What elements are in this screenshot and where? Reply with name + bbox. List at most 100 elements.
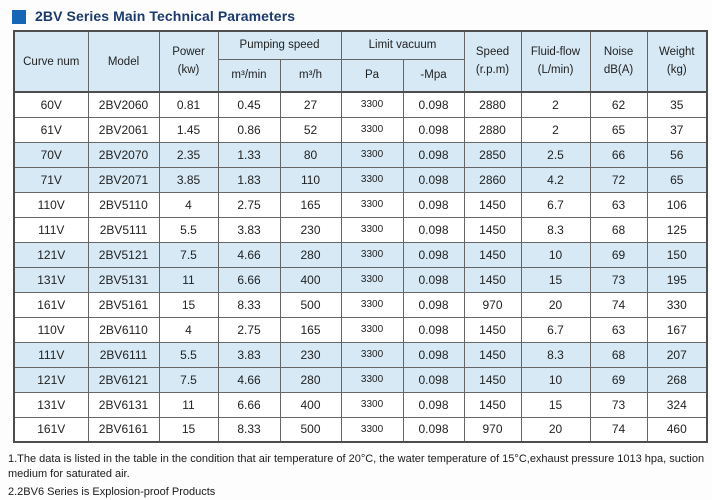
cell-fluid-flow: 20 — [520, 291, 591, 318]
cell-weight: 150 — [646, 241, 708, 268]
col-header-limit-vacuum: Limit vacuum — [340, 30, 465, 60]
cell-m3-h: 400 — [279, 391, 342, 418]
col-header-power-label: Power — [172, 45, 205, 58]
table-header: Curve num Model Power (kw) Pumping speed… — [13, 30, 708, 93]
col-header-pa: Pa — [340, 58, 404, 93]
cell-power: 3.85 — [158, 166, 219, 193]
cell-m3-min: 0.45 — [217, 91, 281, 118]
cell-model: 2BV5121 — [87, 241, 160, 268]
cell-m3-h: 230 — [279, 216, 342, 243]
cell-m3-h: 80 — [279, 141, 342, 168]
cell-fluid-flow: 2 — [520, 116, 591, 143]
cell-weight: 330 — [646, 291, 708, 318]
table-row: 111V 2BV6111 5.5 3.83 230 3300 0.098 1450 8.3 68 2… — [13, 341, 708, 368]
cell-power: 5.5 — [158, 341, 219, 368]
cell-speed: 2880 — [463, 116, 522, 143]
cell-m3-min: 6.66 — [217, 391, 281, 418]
cell-weight: 56 — [646, 141, 708, 168]
cell-mpa: 0.098 — [402, 291, 465, 318]
cell-pa: 3300 — [340, 341, 404, 368]
footnote-1: 1.The data is listed in the table in the… — [8, 453, 705, 481]
cell-speed: 1450 — [463, 191, 522, 218]
cell-curve-num: 60V — [13, 91, 89, 118]
cell-m3-h: 400 — [279, 266, 342, 293]
cell-fluid-flow: 8.3 — [520, 341, 591, 368]
cell-fluid-flow: 10 — [520, 241, 591, 268]
cell-weight: 207 — [646, 341, 708, 368]
col-header-m3-h: m³/h — [279, 58, 342, 93]
cell-fluid-flow: 6.7 — [520, 191, 591, 218]
cell-noise: 62 — [589, 91, 648, 118]
cell-fluid-flow: 15 — [520, 266, 591, 293]
table-row: 71V 2BV2071 3.85 1.83 110 3300 0.098 2860 4.2 72 6… — [13, 166, 708, 193]
cell-m3-min: 6.66 — [217, 266, 281, 293]
parameters-table: Curve num Model Power (kw) Pumping speed… — [13, 30, 709, 443]
cell-pa: 3300 — [340, 266, 404, 293]
cell-curve-num: 121V — [13, 366, 89, 393]
table-row: 70V 2BV2070 2.35 1.33 80 3300 0.098 2850 2.5 66 56 — [13, 141, 708, 168]
cell-power: 7.5 — [158, 366, 219, 393]
cell-pa: 3300 — [340, 416, 404, 443]
cell-fluid-flow: 8.3 — [520, 216, 591, 243]
page-title: 2BV Series Main Technical Parameters — [35, 8, 296, 24]
cell-m3-h: 27 — [279, 91, 342, 118]
col-header-speed: Speed (r.p.m) — [463, 30, 522, 93]
table-row: 131V 2BV6131 11 6.66 400 3300 0.098 1450 15 73 324 — [13, 391, 708, 418]
cell-curve-num: 111V — [13, 216, 89, 243]
cell-pa: 3300 — [340, 116, 404, 143]
cell-power: 2.35 — [158, 141, 219, 168]
col-header-noise-unit: dB(A) — [603, 63, 634, 76]
cell-fluid-flow: 4.2 — [520, 166, 591, 193]
cell-pa: 3300 — [340, 316, 404, 343]
cell-m3-min: 1.33 — [217, 141, 281, 168]
cell-mpa: 0.098 — [402, 216, 465, 243]
cell-m3-min: 1.83 — [217, 166, 281, 193]
cell-noise: 68 — [589, 216, 648, 243]
cell-pa: 3300 — [340, 391, 404, 418]
cell-weight: 268 — [646, 366, 708, 393]
col-header-weight-unit: (kg) — [666, 63, 687, 76]
col-header-noise-label: Noise — [603, 45, 634, 58]
cell-weight: 106 — [646, 191, 708, 218]
cell-power: 0.81 — [158, 91, 219, 118]
cell-mpa: 0.098 — [402, 191, 465, 218]
cell-m3-min: 8.33 — [217, 416, 281, 443]
cell-mpa: 0.098 — [402, 341, 465, 368]
cell-speed: 1450 — [463, 366, 522, 393]
cell-power: 15 — [158, 291, 219, 318]
col-header-noise: Noise dB(A) — [589, 30, 648, 93]
cell-m3-min: 4.66 — [217, 366, 281, 393]
col-header-pumping-speed: Pumping speed — [217, 30, 342, 60]
table-row: 121V 2BV6121 7.5 4.66 280 3300 0.098 1450 10 69 26… — [13, 366, 708, 393]
col-header-fluid-flow-label: Fluid-flow — [530, 45, 581, 58]
cell-speed: 1450 — [463, 391, 522, 418]
table-row: 121V 2BV5121 7.5 4.66 280 3300 0.098 1450 10 69 15… — [13, 241, 708, 268]
cell-noise: 74 — [589, 291, 648, 318]
cell-model: 2BV6131 — [87, 391, 160, 418]
col-header-mpa: -Mpa — [402, 58, 465, 93]
cell-m3-min: 0.86 — [217, 116, 281, 143]
cell-curve-num: 70V — [13, 141, 89, 168]
cell-m3-min: 3.83 — [217, 341, 281, 368]
cell-weight: 324 — [646, 391, 708, 418]
cell-speed: 970 — [463, 416, 522, 443]
cell-power: 7.5 — [158, 241, 219, 268]
cell-weight: 460 — [646, 416, 708, 443]
cell-model: 2BV5111 — [87, 216, 160, 243]
table-row: 61V 2BV2061 1.45 0.86 52 3300 0.098 2880 2 65 37 — [13, 116, 708, 143]
cell-model: 2BV5110 — [87, 191, 160, 218]
cell-m3-min: 8.33 — [217, 291, 281, 318]
table-row: 131V 2BV5131 11 6.66 400 3300 0.098 1450 15 73 195 — [13, 266, 708, 293]
cell-fluid-flow: 2 — [520, 91, 591, 118]
cell-speed: 1450 — [463, 341, 522, 368]
footnotes: 1.The data is listed in the table in the… — [8, 452, 708, 500]
cell-speed: 1450 — [463, 316, 522, 343]
cell-speed: 2850 — [463, 141, 522, 168]
col-header-m3-min: m³/min — [217, 58, 281, 93]
cell-noise: 68 — [589, 341, 648, 368]
cell-power: 11 — [158, 266, 219, 293]
cell-pa: 3300 — [340, 241, 404, 268]
cell-model: 2BV6111 — [87, 341, 160, 368]
col-header-fluid-flow: Fluid-flow (L/min) — [520, 30, 591, 93]
cell-fluid-flow: 15 — [520, 391, 591, 418]
